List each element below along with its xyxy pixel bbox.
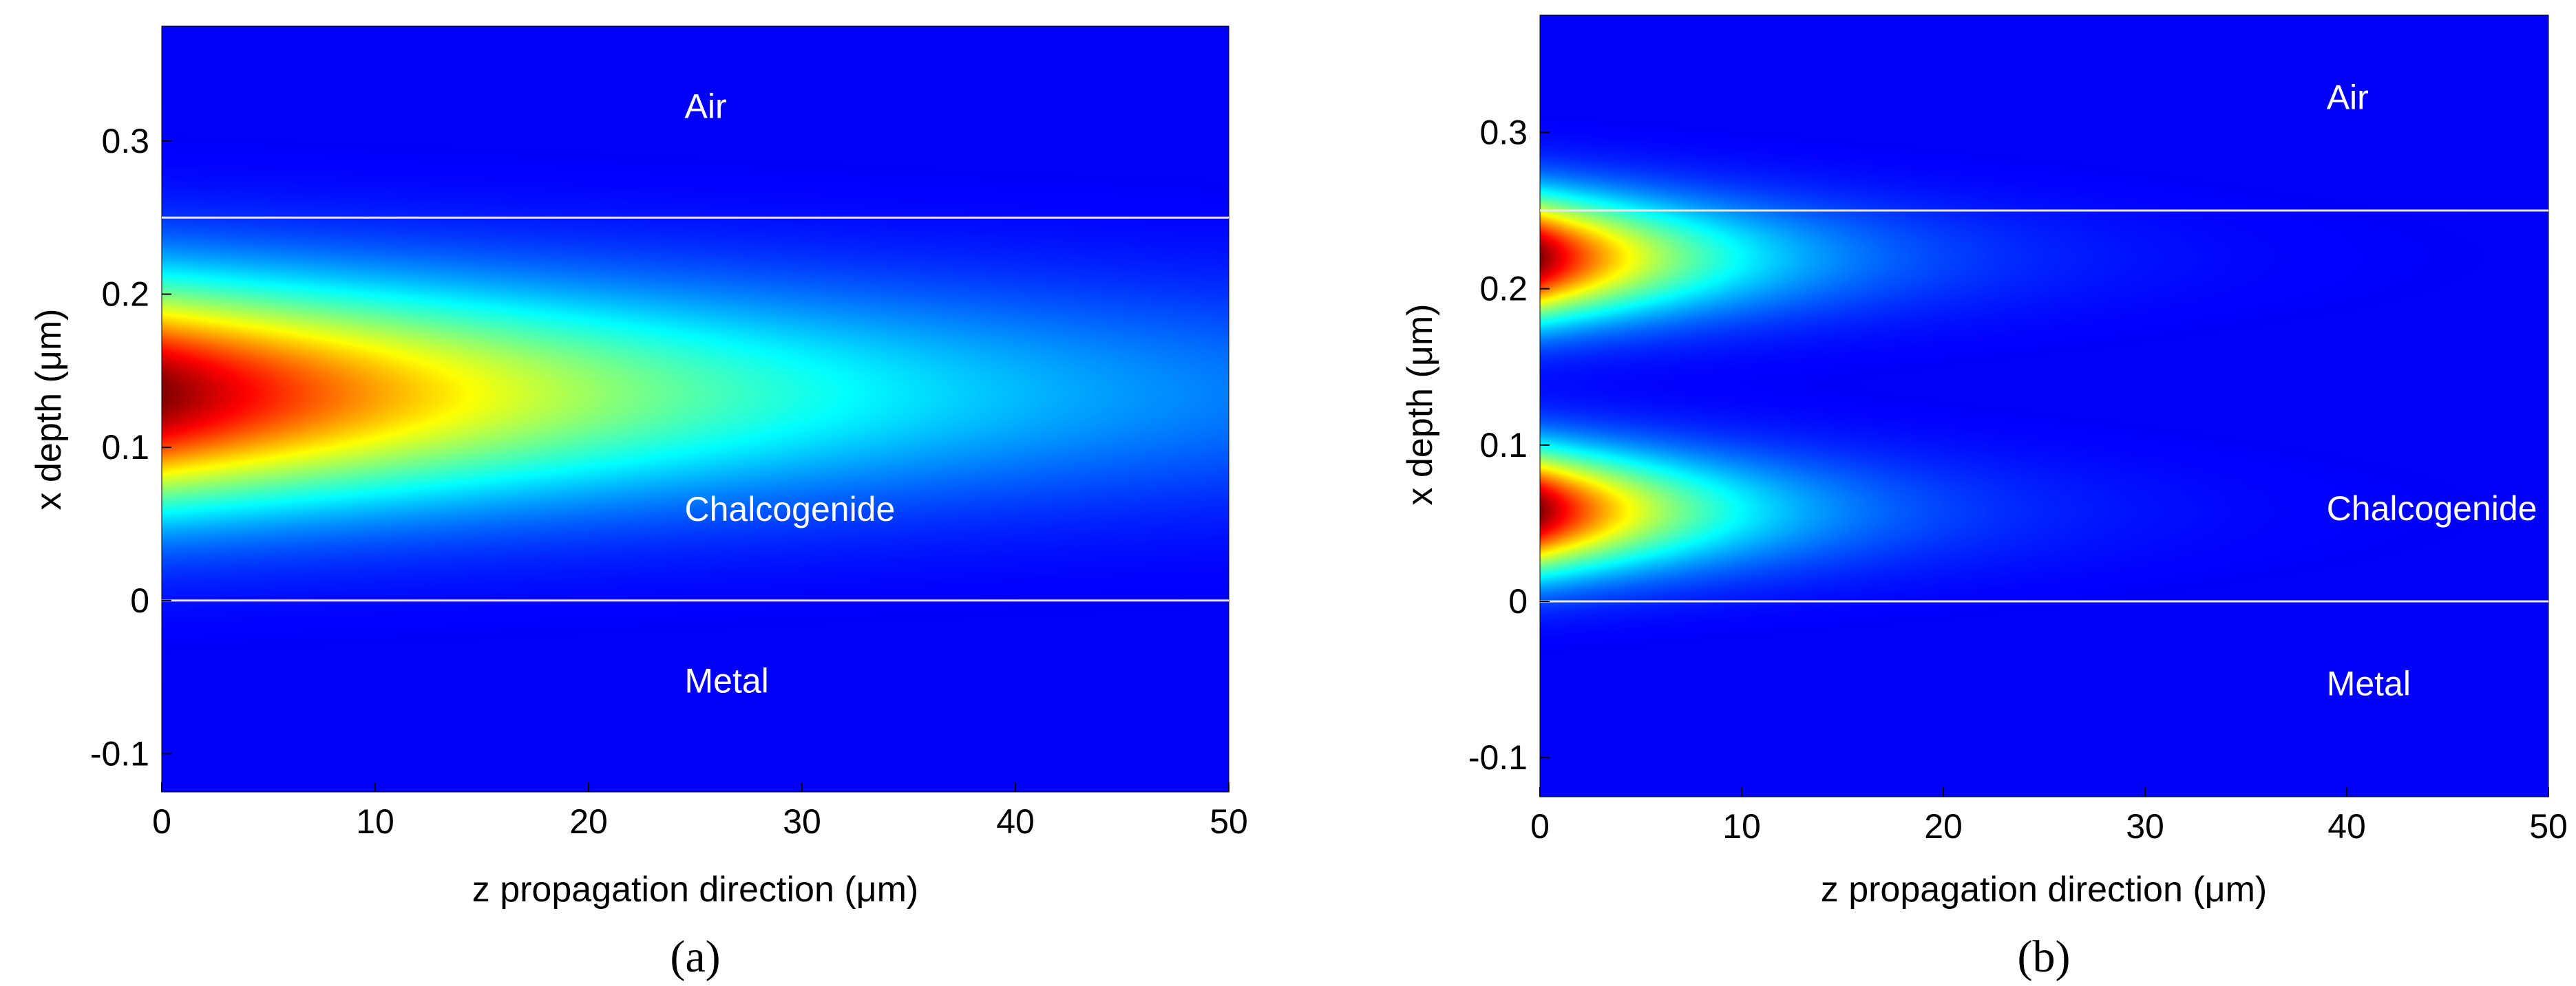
x-axis-label-a: z propagation direction (μm) <box>472 870 918 910</box>
x-tick-label: 0 <box>152 802 171 841</box>
y-ticks-a: -0.1 0 0.1 0.2 0.3 <box>90 122 171 773</box>
x-tick-label: 30 <box>783 802 821 841</box>
y-axis-label-b: x depth (μm) <box>1400 304 1440 506</box>
caption-b: (b) <box>2018 932 2071 982</box>
region-labels-a: Air Chalcogenide Metal <box>685 87 896 700</box>
y-tick-label: -0.1 <box>1468 738 1528 777</box>
y-tick-label: 0 <box>130 581 149 620</box>
y-tick-label: 0.1 <box>1479 426 1528 464</box>
y-tick-label: -0.1 <box>90 734 149 773</box>
x-tick-label: 40 <box>996 802 1035 841</box>
heatmap-b <box>1540 15 2548 797</box>
x-tick-label: 30 <box>2126 807 2164 846</box>
x-axis-label-b: z propagation direction (μm) <box>1821 870 2267 910</box>
x-tick-label: 50 <box>2529 807 2568 846</box>
x-tick-label: 0 <box>1530 807 1550 846</box>
region-label-chalcogenide: Chalcogenide <box>685 490 896 528</box>
y-tick-label: 0.2 <box>1479 270 1528 308</box>
x-tick-label: 40 <box>2327 807 2366 846</box>
x-ticks-b: 0 10 20 30 40 50 <box>1530 787 2568 846</box>
x-tick-label: 20 <box>1924 807 1963 846</box>
x-tick-label: 10 <box>1722 807 1761 846</box>
y-tick-label: 0.3 <box>1479 113 1528 151</box>
region-label-metal: Metal <box>2327 664 2411 703</box>
region-label-air: Air <box>2327 78 2369 116</box>
y-tick-label: 0.3 <box>101 122 149 160</box>
interface-lines-a <box>162 216 1229 602</box>
x-tick-label: 20 <box>569 802 608 841</box>
region-labels-b: Air Chalcogenide Metal <box>2327 78 2537 703</box>
caption-a: (a) <box>670 932 720 982</box>
region-label-air: Air <box>685 87 727 126</box>
y-ticks-b: -0.1 0 0.1 0.2 0.3 <box>1468 113 1550 777</box>
y-tick-label: 0 <box>1508 582 1528 621</box>
heatmap-a <box>162 26 1229 792</box>
y-tick-label: 0.2 <box>101 275 149 314</box>
x-tick-label: 50 <box>1210 802 1248 841</box>
x-tick-label: 10 <box>356 802 394 841</box>
region-label-metal: Metal <box>685 661 769 700</box>
plot-frame-b <box>1539 14 2549 797</box>
y-tick-label: 0.1 <box>101 428 149 467</box>
x-ticks-a: 0 10 20 30 40 50 <box>152 782 1248 841</box>
plot-frame-a <box>161 25 1229 793</box>
y-axis-label-a: x depth (μm) <box>29 309 69 511</box>
region-label-chalcogenide: Chalcogenide <box>2327 489 2537 528</box>
interface-lines-b <box>1540 209 2548 603</box>
